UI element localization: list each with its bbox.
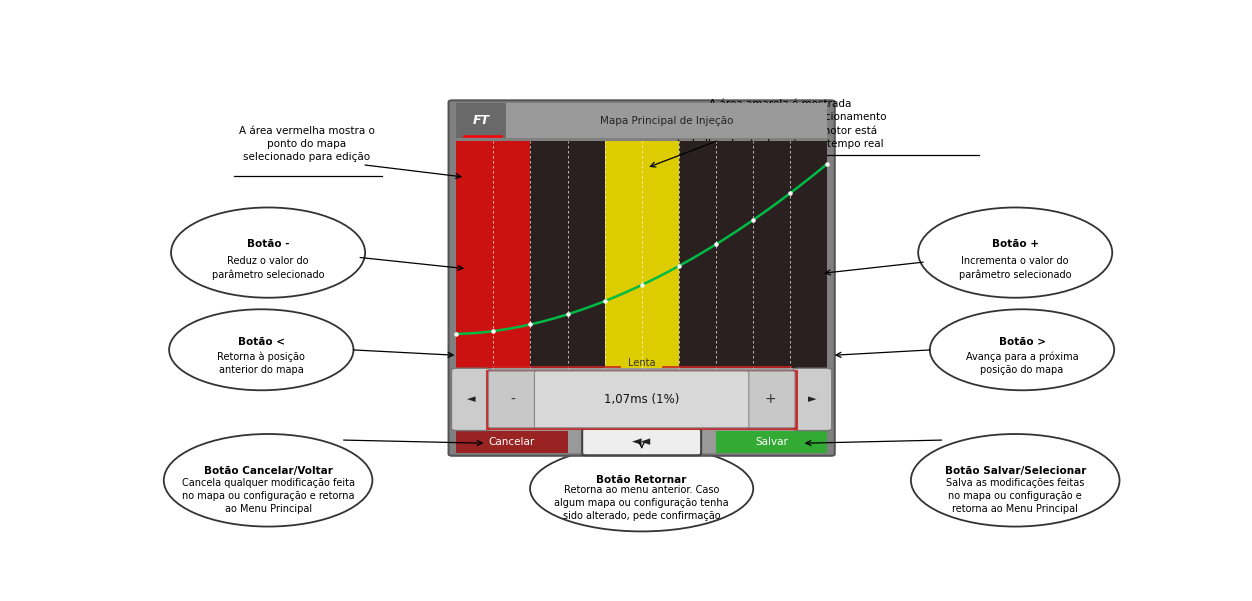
FancyBboxPatch shape bbox=[535, 371, 749, 428]
FancyBboxPatch shape bbox=[488, 371, 537, 428]
Ellipse shape bbox=[164, 434, 372, 526]
FancyBboxPatch shape bbox=[506, 103, 828, 138]
Text: Botão >: Botão > bbox=[999, 337, 1045, 347]
Text: 1,07ms (1%): 1,07ms (1%) bbox=[603, 393, 680, 406]
Text: ◄: ◄ bbox=[467, 394, 475, 404]
Text: A área amarela é mostrada
somente com o carro em funcionamento
e mosta a faixa e: A área amarela é mostrada somente com o … bbox=[674, 99, 886, 149]
Text: Salvar: Salvar bbox=[755, 437, 788, 447]
Text: Retorna ao menu anterior. Caso
algum mapa ou configuração tenha
sido alterado, p: Retorna ao menu anterior. Caso algum map… bbox=[555, 486, 729, 521]
FancyBboxPatch shape bbox=[605, 141, 679, 368]
Text: ◄◄: ◄◄ bbox=[632, 436, 651, 448]
Text: Botão Retornar: Botão Retornar bbox=[596, 475, 687, 485]
Text: Botão Salvar/Selecionar: Botão Salvar/Selecionar bbox=[944, 466, 1085, 476]
FancyBboxPatch shape bbox=[456, 103, 506, 138]
Text: Botão +: Botão + bbox=[992, 239, 1039, 249]
Text: Cancela qualquer modificação feita
no mapa ou configuração e retorna
ao Menu Pri: Cancela qualquer modificação feita no ma… bbox=[182, 478, 354, 514]
Ellipse shape bbox=[169, 310, 353, 390]
FancyBboxPatch shape bbox=[448, 100, 835, 456]
Text: Avança para a próxima
posição do mapa: Avança para a próxima posição do mapa bbox=[965, 352, 1078, 375]
Text: Botão -: Botão - bbox=[247, 239, 289, 249]
Ellipse shape bbox=[530, 446, 754, 531]
Text: Salva as modificações feitas
no mapa ou configuração e
retorna ao Menu Principal: Salva as modificações feitas no mapa ou … bbox=[947, 478, 1084, 514]
Ellipse shape bbox=[172, 207, 366, 297]
Text: Cancelar: Cancelar bbox=[488, 437, 535, 447]
Ellipse shape bbox=[930, 310, 1114, 390]
Text: Incrementa o valor do
parâmetro selecionado: Incrementa o valor do parâmetro selecion… bbox=[959, 256, 1072, 279]
FancyBboxPatch shape bbox=[452, 368, 491, 430]
Text: Botão Cancelar/Voltar: Botão Cancelar/Voltar bbox=[204, 466, 333, 476]
Text: Reduz o valor do
parâmetro selecionado: Reduz o valor do parâmetro selecionado bbox=[212, 256, 324, 279]
FancyBboxPatch shape bbox=[582, 429, 701, 456]
Text: A área vermelha mostra o
ponto do mapa
selecionado para edição: A área vermelha mostra o ponto do mapa s… bbox=[239, 126, 374, 162]
FancyBboxPatch shape bbox=[793, 368, 831, 430]
Text: Mapa Principal de Injeção: Mapa Principal de Injeção bbox=[600, 115, 732, 126]
Text: +: + bbox=[765, 392, 776, 406]
Ellipse shape bbox=[911, 434, 1119, 526]
FancyBboxPatch shape bbox=[746, 371, 795, 428]
FancyBboxPatch shape bbox=[487, 370, 796, 429]
Ellipse shape bbox=[918, 207, 1112, 297]
Text: ►: ► bbox=[809, 394, 816, 404]
Text: -: - bbox=[511, 392, 516, 406]
Text: Lenta: Lenta bbox=[629, 358, 655, 368]
FancyBboxPatch shape bbox=[456, 368, 828, 453]
FancyBboxPatch shape bbox=[456, 430, 567, 453]
Text: FT: FT bbox=[472, 114, 490, 127]
Text: Botão <: Botão < bbox=[238, 337, 284, 347]
FancyBboxPatch shape bbox=[456, 141, 531, 368]
Text: Retorna à posição
anterior do mapa: Retorna à posição anterior do mapa bbox=[218, 352, 305, 375]
FancyBboxPatch shape bbox=[716, 430, 828, 453]
FancyBboxPatch shape bbox=[456, 141, 828, 368]
